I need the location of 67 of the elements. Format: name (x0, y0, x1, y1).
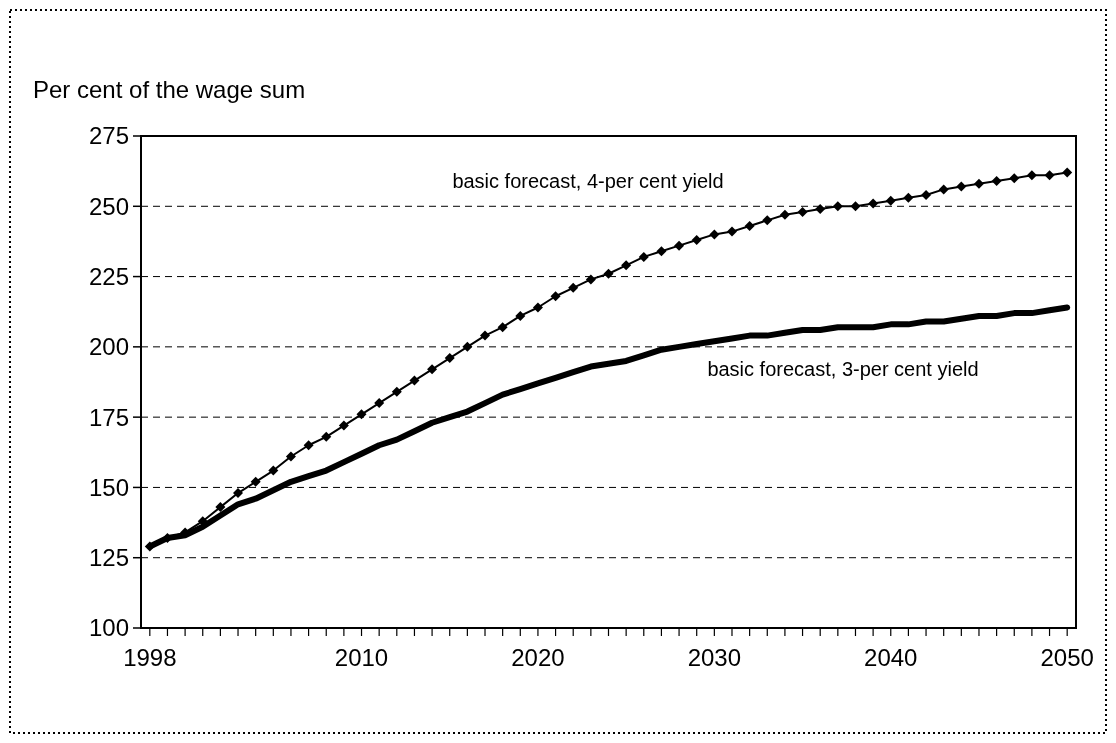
y-tick-label: 125 (88, 544, 129, 572)
point (603, 268, 614, 279)
point (903, 192, 914, 203)
point (1062, 167, 1073, 178)
point (656, 246, 667, 257)
point (868, 198, 879, 209)
y-tick-label: 225 (88, 262, 129, 290)
point (797, 206, 808, 217)
point (532, 302, 543, 313)
point (462, 341, 473, 352)
point (427, 364, 438, 375)
x-tick-label: 2050 (1040, 644, 1094, 671)
point (374, 398, 385, 409)
point (621, 260, 632, 271)
point (1009, 173, 1020, 184)
point (338, 420, 349, 431)
x-tick-label: 2020 (511, 644, 565, 671)
point (832, 201, 843, 212)
point (956, 181, 967, 192)
y-tick-label: 100 (88, 614, 129, 642)
x-tick-label: 1998 (123, 644, 177, 671)
x-tick-label: 2030 (687, 644, 742, 671)
point (850, 201, 861, 212)
point (1026, 170, 1037, 181)
y-tick-label: 150 (88, 473, 129, 501)
point (568, 282, 579, 293)
point (550, 291, 561, 302)
point (709, 229, 720, 240)
point (321, 431, 332, 442)
point (515, 310, 526, 321)
point (779, 209, 790, 220)
point (215, 502, 226, 513)
y-tick-label: 200 (88, 333, 129, 361)
x-tick-label: 2040 (864, 644, 918, 671)
point (250, 476, 261, 487)
point (303, 440, 314, 451)
point (921, 190, 932, 201)
point (1044, 170, 1055, 181)
series-label: basic forecast, 4-per cent yield (452, 170, 724, 192)
point (691, 235, 702, 246)
point (497, 322, 508, 333)
point (285, 451, 296, 462)
point (409, 375, 420, 386)
x-tick-label: 2010 (334, 644, 389, 671)
point (744, 220, 755, 231)
point (233, 488, 244, 499)
point (444, 353, 455, 364)
point (585, 274, 596, 285)
y-tick-label: 175 (88, 403, 129, 431)
point (991, 175, 1002, 186)
point (938, 184, 949, 195)
point (144, 541, 155, 552)
y-axis-title: Per cent of the wage sum (33, 76, 306, 103)
y-tick-label: 250 (88, 192, 129, 220)
point (762, 215, 773, 226)
point (885, 195, 896, 206)
point (268, 465, 279, 476)
point (480, 330, 491, 341)
y-tick-label: 275 (88, 122, 129, 150)
point (356, 409, 367, 420)
point (726, 226, 737, 237)
point (973, 178, 984, 189)
series-label: basic forecast, 3-per cent yield (707, 358, 979, 380)
point (638, 251, 649, 262)
point (391, 386, 402, 397)
point (815, 204, 826, 215)
point (674, 240, 685, 251)
